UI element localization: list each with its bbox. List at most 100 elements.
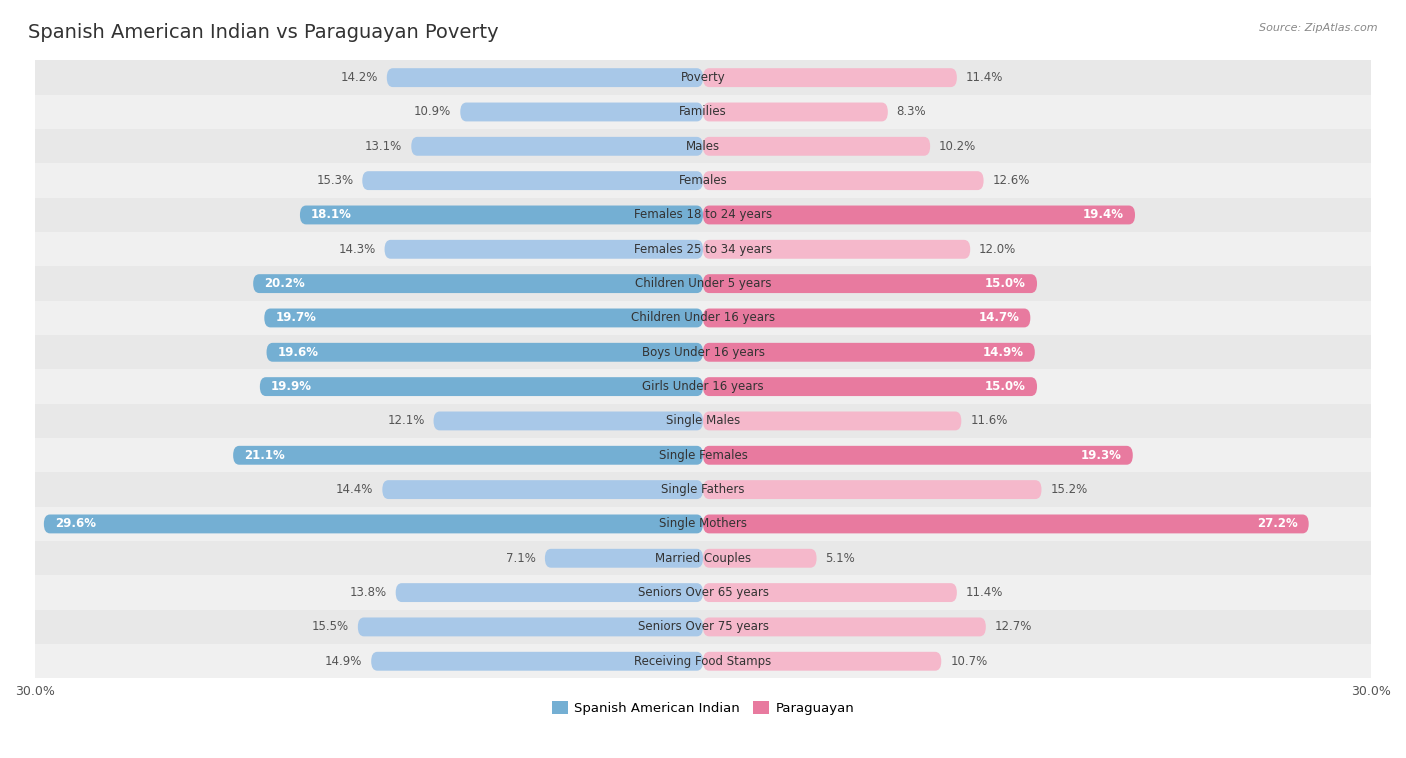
FancyBboxPatch shape bbox=[385, 240, 703, 258]
Text: 14.9%: 14.9% bbox=[983, 346, 1024, 359]
FancyBboxPatch shape bbox=[703, 343, 1035, 362]
Text: Poverty: Poverty bbox=[681, 71, 725, 84]
Text: 14.7%: 14.7% bbox=[979, 312, 1019, 324]
FancyBboxPatch shape bbox=[703, 102, 887, 121]
Text: Females 18 to 24 years: Females 18 to 24 years bbox=[634, 208, 772, 221]
Text: Boys Under 16 years: Boys Under 16 years bbox=[641, 346, 765, 359]
Text: 19.7%: 19.7% bbox=[276, 312, 316, 324]
Bar bbox=[35, 267, 1371, 301]
FancyBboxPatch shape bbox=[260, 377, 703, 396]
Text: Children Under 16 years: Children Under 16 years bbox=[631, 312, 775, 324]
Text: 19.3%: 19.3% bbox=[1081, 449, 1122, 462]
Text: 29.6%: 29.6% bbox=[55, 518, 96, 531]
Bar bbox=[35, 301, 1371, 335]
FancyBboxPatch shape bbox=[703, 583, 957, 602]
Text: 12.0%: 12.0% bbox=[979, 243, 1017, 255]
Bar bbox=[35, 404, 1371, 438]
FancyBboxPatch shape bbox=[703, 68, 957, 87]
Text: 8.3%: 8.3% bbox=[897, 105, 927, 118]
Bar bbox=[35, 164, 1371, 198]
FancyBboxPatch shape bbox=[703, 618, 986, 637]
Text: 12.7%: 12.7% bbox=[994, 621, 1032, 634]
Text: 11.4%: 11.4% bbox=[966, 586, 1002, 599]
FancyBboxPatch shape bbox=[703, 205, 1135, 224]
FancyBboxPatch shape bbox=[395, 583, 703, 602]
FancyBboxPatch shape bbox=[703, 171, 984, 190]
FancyBboxPatch shape bbox=[371, 652, 703, 671]
Bar bbox=[35, 507, 1371, 541]
FancyBboxPatch shape bbox=[703, 480, 1042, 499]
FancyBboxPatch shape bbox=[703, 515, 1309, 534]
FancyBboxPatch shape bbox=[460, 102, 703, 121]
Text: Females 25 to 34 years: Females 25 to 34 years bbox=[634, 243, 772, 255]
Text: 12.6%: 12.6% bbox=[993, 174, 1029, 187]
Bar bbox=[35, 198, 1371, 232]
FancyBboxPatch shape bbox=[267, 343, 703, 362]
Bar bbox=[35, 369, 1371, 404]
FancyBboxPatch shape bbox=[703, 549, 817, 568]
FancyBboxPatch shape bbox=[382, 480, 703, 499]
Text: Single Fathers: Single Fathers bbox=[661, 483, 745, 496]
FancyBboxPatch shape bbox=[387, 68, 703, 87]
FancyBboxPatch shape bbox=[363, 171, 703, 190]
Bar bbox=[35, 232, 1371, 267]
Text: 20.2%: 20.2% bbox=[264, 277, 305, 290]
Bar bbox=[35, 609, 1371, 644]
Text: 15.0%: 15.0% bbox=[986, 380, 1026, 393]
FancyBboxPatch shape bbox=[359, 618, 703, 637]
Text: 5.1%: 5.1% bbox=[825, 552, 855, 565]
Text: 27.2%: 27.2% bbox=[1257, 518, 1298, 531]
Bar bbox=[35, 644, 1371, 678]
FancyBboxPatch shape bbox=[44, 515, 703, 534]
Text: 19.6%: 19.6% bbox=[277, 346, 319, 359]
Bar bbox=[35, 541, 1371, 575]
Text: 19.4%: 19.4% bbox=[1083, 208, 1123, 221]
FancyBboxPatch shape bbox=[233, 446, 703, 465]
FancyBboxPatch shape bbox=[546, 549, 703, 568]
Bar bbox=[35, 61, 1371, 95]
Text: Seniors Over 65 years: Seniors Over 65 years bbox=[637, 586, 769, 599]
Text: Females: Females bbox=[679, 174, 727, 187]
Text: Single Males: Single Males bbox=[666, 415, 740, 428]
Text: Families: Families bbox=[679, 105, 727, 118]
FancyBboxPatch shape bbox=[703, 412, 962, 431]
Bar bbox=[35, 575, 1371, 609]
Text: Single Mothers: Single Mothers bbox=[659, 518, 747, 531]
Text: 7.1%: 7.1% bbox=[506, 552, 536, 565]
Text: 15.2%: 15.2% bbox=[1050, 483, 1088, 496]
Text: 14.2%: 14.2% bbox=[340, 71, 378, 84]
Bar bbox=[35, 472, 1371, 507]
Text: 14.9%: 14.9% bbox=[325, 655, 363, 668]
Text: Spanish American Indian vs Paraguayan Poverty: Spanish American Indian vs Paraguayan Po… bbox=[28, 23, 499, 42]
Legend: Spanish American Indian, Paraguayan: Spanish American Indian, Paraguayan bbox=[551, 701, 855, 715]
FancyBboxPatch shape bbox=[412, 137, 703, 155]
FancyBboxPatch shape bbox=[703, 377, 1038, 396]
Text: 18.1%: 18.1% bbox=[311, 208, 352, 221]
Text: Receiving Food Stamps: Receiving Food Stamps bbox=[634, 655, 772, 668]
FancyBboxPatch shape bbox=[703, 240, 970, 258]
FancyBboxPatch shape bbox=[703, 137, 931, 155]
FancyBboxPatch shape bbox=[299, 205, 703, 224]
Text: 13.8%: 13.8% bbox=[350, 586, 387, 599]
Text: Source: ZipAtlas.com: Source: ZipAtlas.com bbox=[1260, 23, 1378, 33]
FancyBboxPatch shape bbox=[264, 309, 703, 327]
Text: 15.0%: 15.0% bbox=[986, 277, 1026, 290]
Text: 19.9%: 19.9% bbox=[271, 380, 312, 393]
FancyBboxPatch shape bbox=[703, 274, 1038, 293]
Bar bbox=[35, 95, 1371, 129]
Text: Married Couples: Married Couples bbox=[655, 552, 751, 565]
Text: 12.1%: 12.1% bbox=[387, 415, 425, 428]
Text: 13.1%: 13.1% bbox=[366, 139, 402, 153]
Text: 14.4%: 14.4% bbox=[336, 483, 374, 496]
Text: Girls Under 16 years: Girls Under 16 years bbox=[643, 380, 763, 393]
Text: Seniors Over 75 years: Seniors Over 75 years bbox=[637, 621, 769, 634]
FancyBboxPatch shape bbox=[253, 274, 703, 293]
Text: 15.5%: 15.5% bbox=[312, 621, 349, 634]
Text: 10.2%: 10.2% bbox=[939, 139, 976, 153]
Text: Single Females: Single Females bbox=[658, 449, 748, 462]
Text: 10.7%: 10.7% bbox=[950, 655, 987, 668]
FancyBboxPatch shape bbox=[433, 412, 703, 431]
Text: Males: Males bbox=[686, 139, 720, 153]
Text: 10.9%: 10.9% bbox=[415, 105, 451, 118]
Text: 21.1%: 21.1% bbox=[245, 449, 285, 462]
